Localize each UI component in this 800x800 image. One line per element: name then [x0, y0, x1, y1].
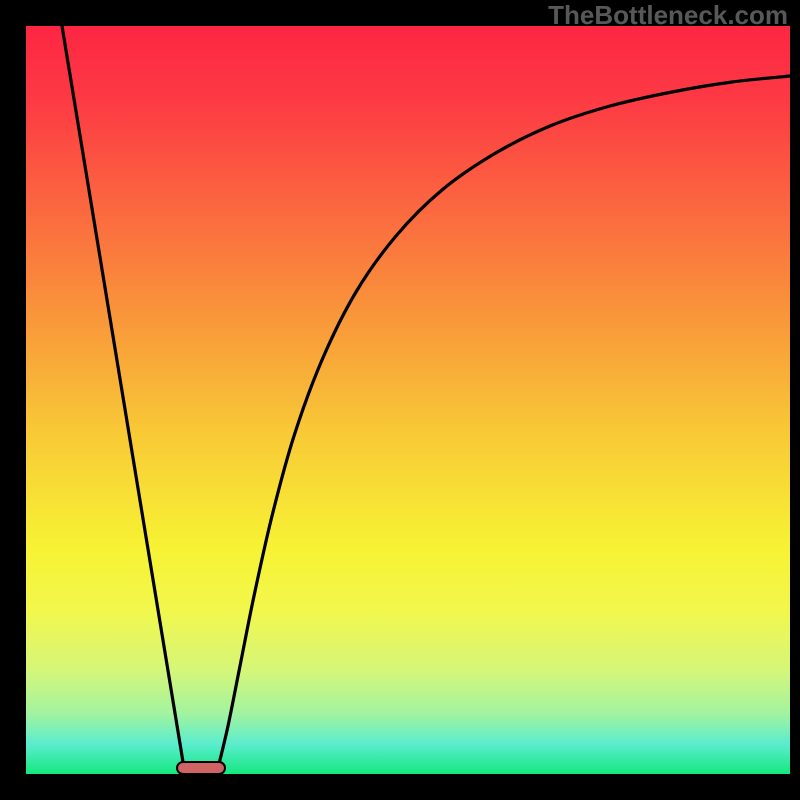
- bottleneck-marker: [177, 762, 225, 774]
- curve-left-line: [62, 26, 184, 768]
- chart-overlay-svg: [0, 0, 800, 800]
- frame-border-left: [0, 0, 26, 800]
- curve-right-log: [218, 76, 790, 768]
- watermark-text: TheBottleneck.com: [548, 0, 788, 31]
- frame-border-bottom: [0, 774, 800, 800]
- chart-frame: TheBottleneck.com: [0, 0, 800, 800]
- frame-border-right: [790, 0, 800, 800]
